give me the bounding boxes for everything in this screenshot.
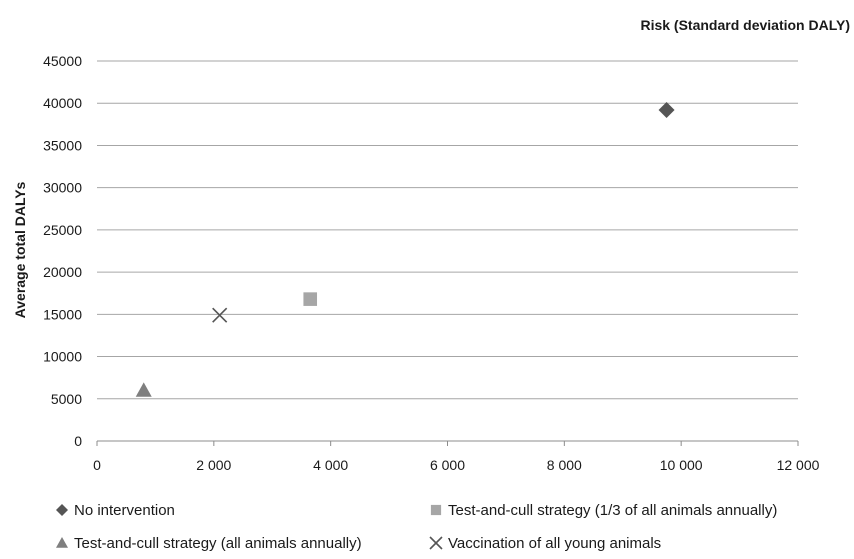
y-tick-labels: 0 5000 10000 15000 20000 25000 30000 35000 40000… — [43, 53, 82, 449]
y-tick-label: 10000 — [43, 349, 82, 365]
data-points — [135, 101, 675, 397]
y-tick-label: 40000 — [43, 95, 82, 111]
data-point-stroke — [212, 307, 228, 323]
legend: No intervention Test-and-cull strategy (1… — [56, 502, 777, 552]
x-tick-label: 12 000 — [777, 457, 820, 473]
x-tick-label: 4 000 — [313, 457, 348, 473]
y-tick-label: 5000 — [51, 391, 82, 407]
x-tick-label: 0 — [93, 457, 101, 473]
x-tick-label: 6 000 — [430, 457, 465, 473]
x-axis-title: Risk (Standard deviation DALY) — [640, 17, 850, 33]
y-tick-label: 15000 — [43, 306, 82, 322]
legend-label: Vaccination of all young animals — [448, 535, 661, 552]
y-axis-title: Average total DALYs — [12, 181, 28, 318]
legend-marker — [56, 537, 68, 548]
legend-marker — [56, 504, 68, 516]
y-tick-label: 20000 — [43, 264, 82, 280]
y-tick-label: 25000 — [43, 222, 82, 238]
legend-label: Test-and-cull strategy (1/3 of all anima… — [448, 502, 777, 519]
gridlines — [96, 60, 799, 446]
legend-marker-stroke — [429, 536, 443, 550]
x-tick-label: 2 000 — [196, 457, 231, 473]
x-tick-labels: 0 2 000 4 000 6 000 8 000 10 000 12 000 — [93, 457, 820, 473]
x-tick-label: 8 000 — [547, 457, 582, 473]
legend-marker — [429, 536, 443, 550]
x-tick-label: 10 000 — [660, 457, 703, 473]
legend-marker — [430, 504, 442, 516]
legend-label: No intervention — [74, 502, 175, 519]
y-tick-label: 30000 — [43, 180, 82, 196]
y-tick-label: 45000 — [43, 53, 82, 69]
legend-label: Test-and-cull strategy (all animals annu… — [74, 535, 362, 552]
data-point — [135, 382, 152, 397]
y-tick-label: 0 — [74, 433, 82, 449]
data-point — [658, 101, 675, 118]
y-tick-label: 35000 — [43, 137, 82, 153]
data-point — [303, 292, 318, 306]
data-point — [212, 307, 228, 323]
